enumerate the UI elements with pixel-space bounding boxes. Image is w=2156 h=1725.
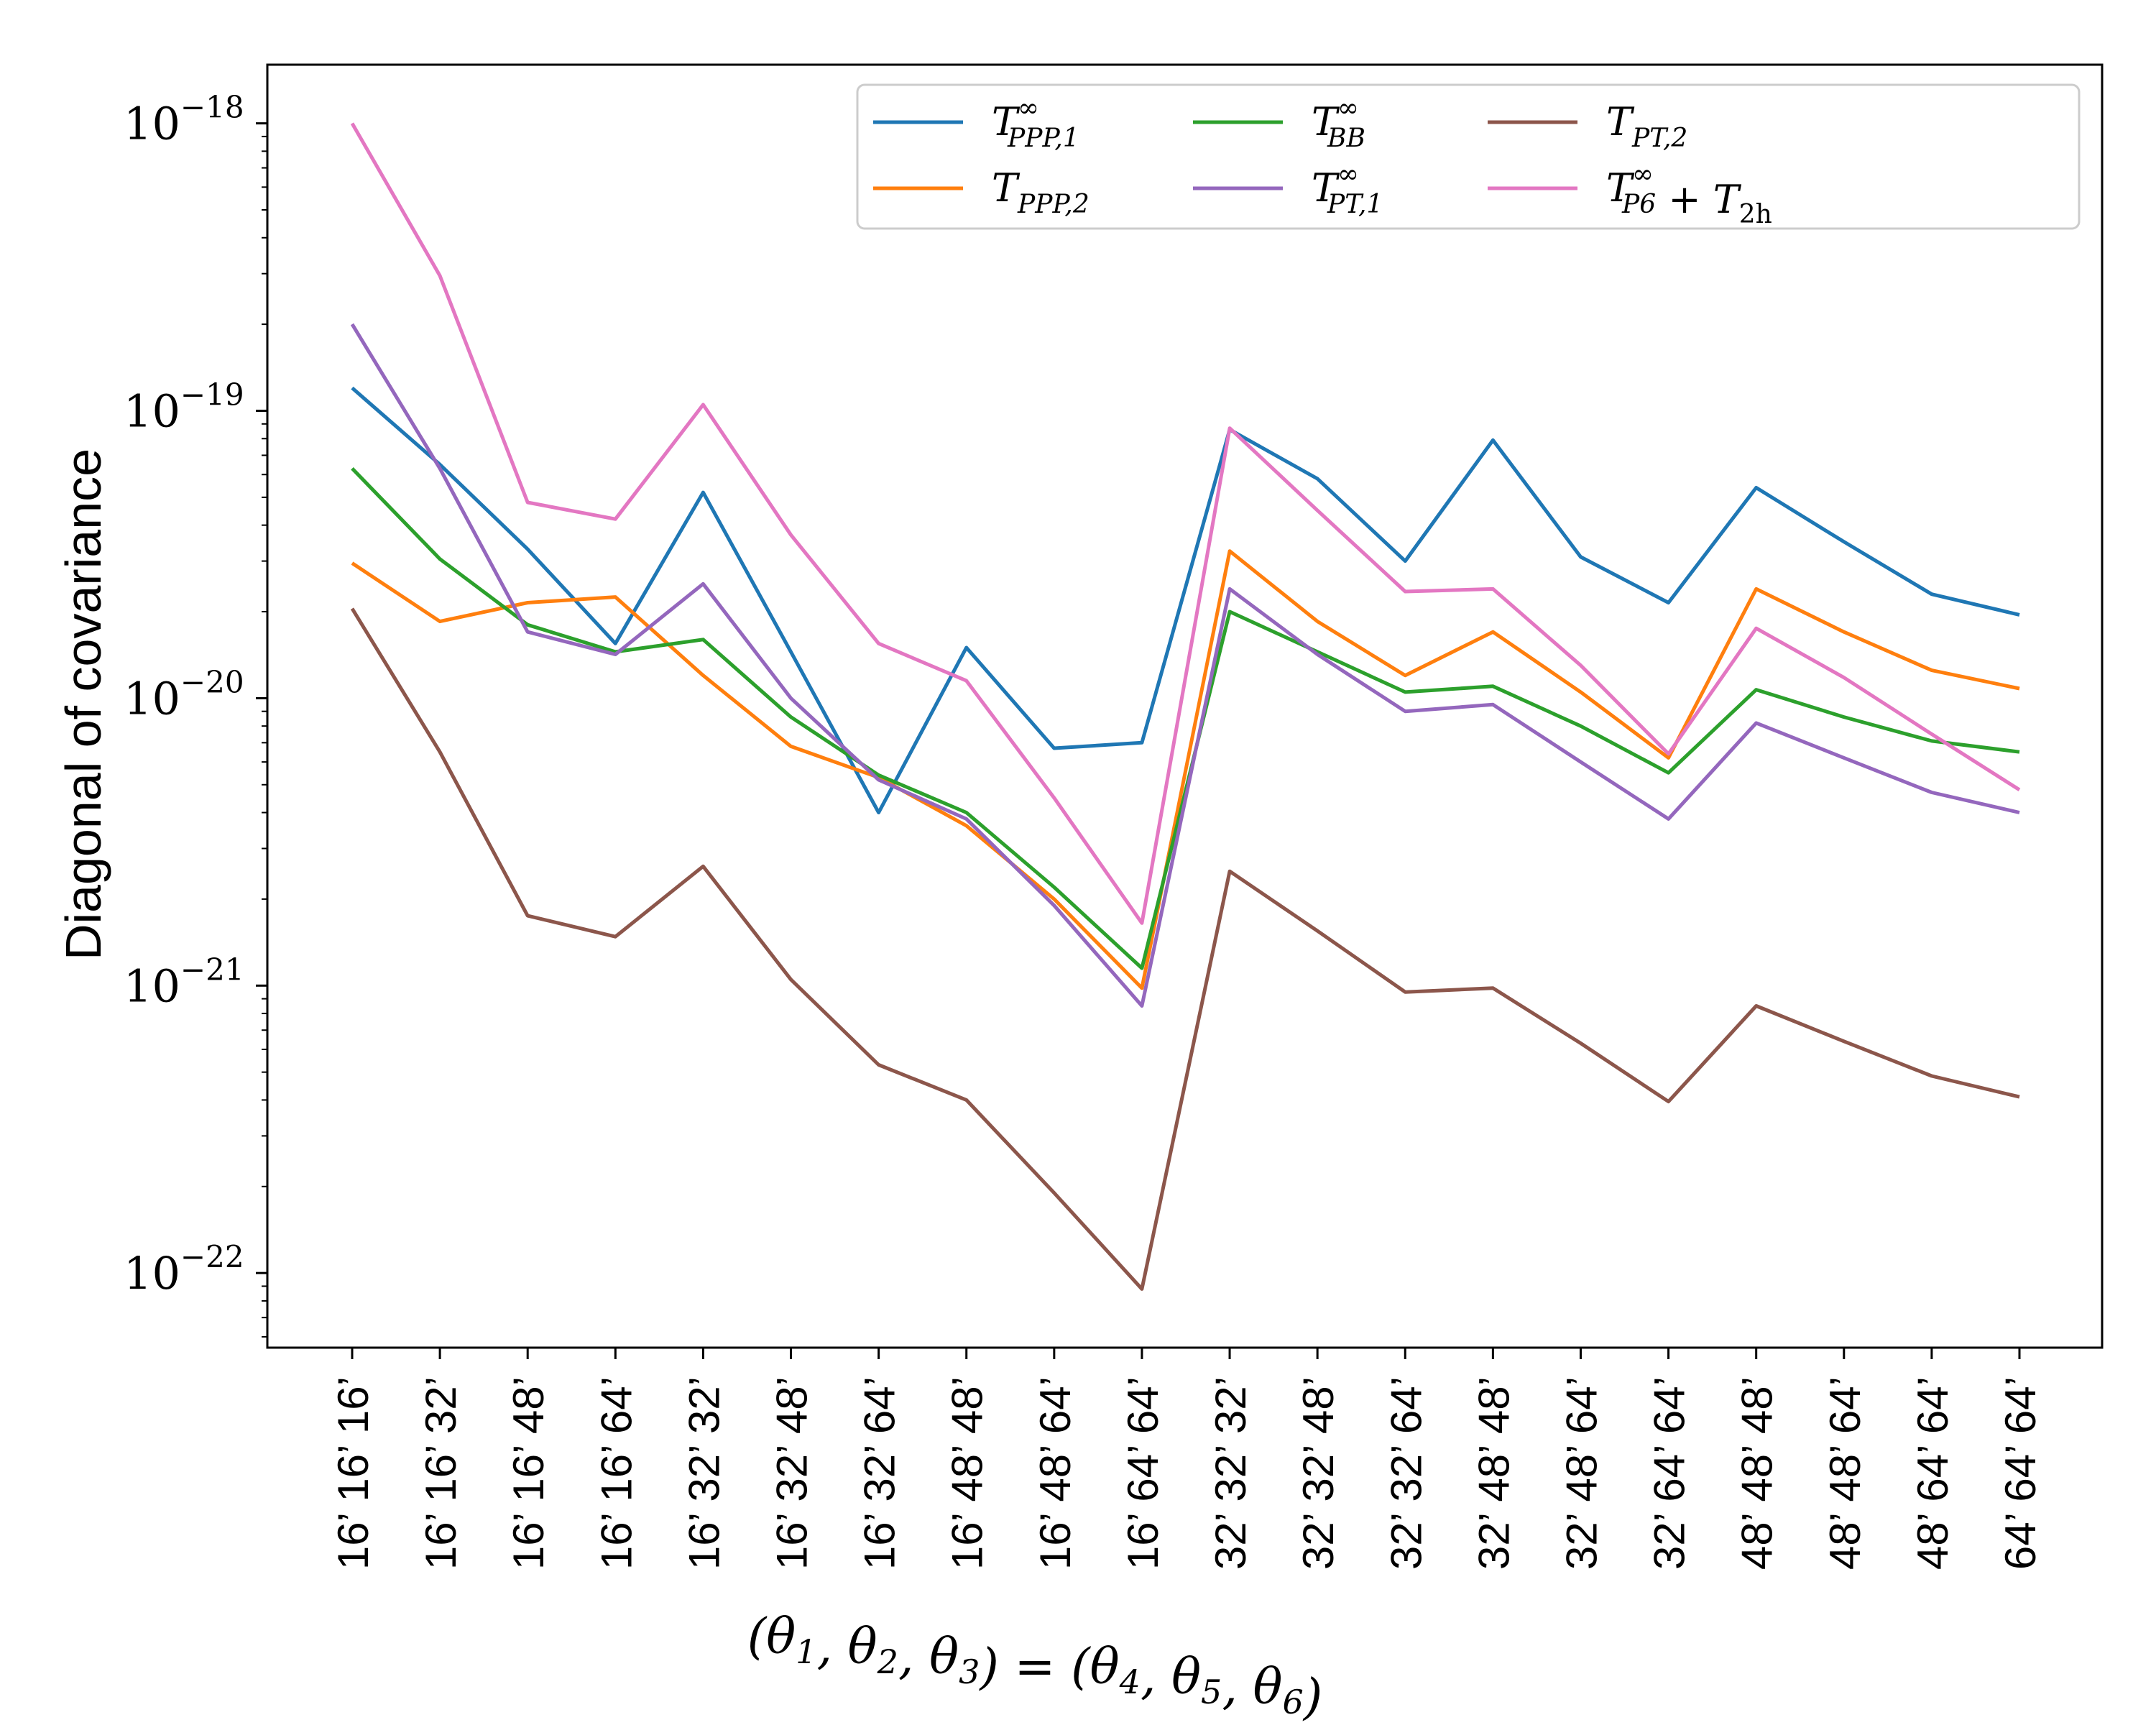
series-line (350, 122, 2021, 925)
legend-box (856, 83, 2081, 230)
legend-entry: T∞ BB (1312, 93, 1365, 153)
x-tick-label: 16’ 16’ 32’ (417, 1376, 465, 1570)
legend-entry: T∞ P6 + T2h (1606, 160, 1772, 229)
y-tick-label: 10−22 (124, 1239, 244, 1300)
plot-area (266, 63, 2104, 1349)
x-tick-label: 64’ 64’ 64’ (1996, 1376, 2045, 1570)
legend-entry: TPT,2 (1606, 99, 1687, 153)
y-tick-label: 10−19 (124, 377, 244, 438)
x-tick-label: 16’ 48’ 64’ (1031, 1376, 1079, 1570)
y-tick-label: 10−20 (124, 664, 244, 724)
x-axis: 16’ 16’ 16’ 16’ 16’ 32’ 16’ 16’ 48’ 16’ 16’… (329, 1348, 2045, 1570)
x-tick-label: 16’ 32’ 48’ (768, 1376, 816, 1570)
x-tick-label: 16’ 32’ 32’ (680, 1376, 728, 1570)
x-tick-label: 48’ 48’ 64’ (1821, 1376, 1869, 1570)
x-tick-label: 32’ 48’ 64’ (1557, 1376, 1606, 1570)
legend-entry: TPPP,2 (992, 165, 1089, 219)
x-tick-label: 48’ 48’ 48’ (1733, 1376, 1782, 1570)
x-tick-label: 32’ 64’ 64’ (1646, 1376, 1694, 1570)
legend: T∞ PPP,1 TPPP,2 T∞ BB T∞ PT,1 TPT,2 T∞ P6 + T2h (856, 83, 2081, 230)
y-axis-label: Diagonal of covariance (55, 448, 111, 960)
series-lines (350, 122, 2021, 1291)
y-axis: 10−22 10−21 10−20 10−19 10−18 (124, 90, 267, 1338)
x-tick-label: 16’ 48’ 48’ (944, 1376, 992, 1570)
legend-entry: T∞ PT,1 (1312, 160, 1383, 219)
legend-entry: T∞ PPP,1 (992, 93, 1079, 153)
x-tick-label: 16’ 16’ 64’ (592, 1376, 640, 1570)
x-tick-label: 32’ 32’ 48’ (1294, 1376, 1342, 1570)
y-tick-label: 10−21 (124, 952, 244, 1012)
x-tick-label: 16’ 16’ 16’ (329, 1376, 377, 1570)
series-line (351, 549, 2020, 990)
x-tick-label: 32’ 32’ 64’ (1382, 1376, 1430, 1570)
x-axis-label: (θ1, θ2, θ3) = (θ4, θ5, θ6) (747, 1609, 1323, 1725)
x-tick-label: 48’ 64’ 64’ (1909, 1376, 1957, 1570)
x-tick-label: 32’ 32’ 32’ (1207, 1376, 1255, 1570)
x-tick-label: 32’ 48’ 48’ (1470, 1376, 1518, 1570)
series-line (350, 323, 2020, 1008)
series-line (351, 386, 2020, 814)
x-tick-label: 16’ 32’ 64’ (856, 1376, 904, 1570)
x-tick-label: 16’ 64’ 64’ (1119, 1376, 1167, 1570)
series-line (350, 607, 2020, 1291)
y-tick-label: 10−18 (124, 90, 244, 150)
x-tick-label: 16’ 16’ 48’ (505, 1376, 553, 1570)
